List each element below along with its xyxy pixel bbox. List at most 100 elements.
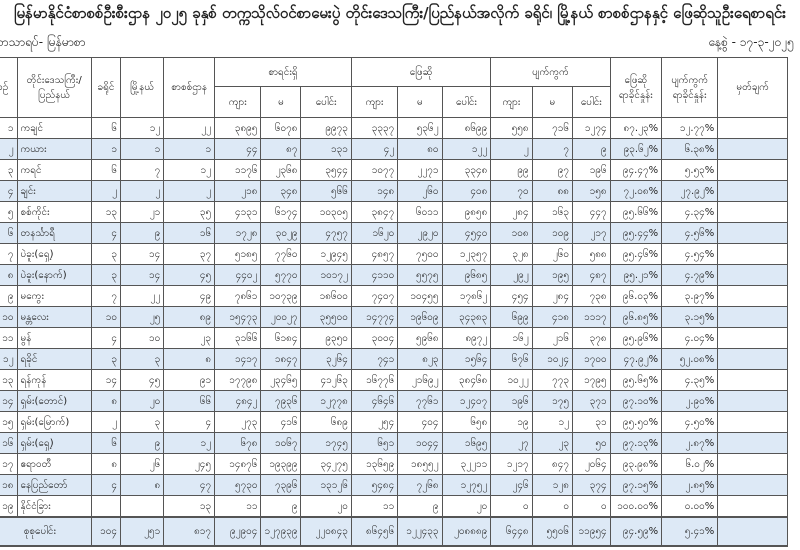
absent-female: ၁၂ [531, 411, 574, 433]
remarks [717, 369, 788, 391]
row-number: ၁၆ [0, 432, 18, 454]
sat-percent: ၉၅.၆၅% [609, 369, 663, 391]
township-count: ၁၄ [120, 264, 165, 286]
table-row: ၁၀ မန္တလေး ၁၀ ၂၅ ၈၉ ၁၅၄၇၃ ၂၀၀၂၇ ၃၅၅၀၀ ၁၄၇၇၄ ၁၉၆၀၉… [0, 306, 788, 328]
sat-female: ၂၂၇၁ [397, 159, 443, 181]
absent-total: ၅၈၈ [572, 243, 611, 265]
sat-percent: ၉၅.၆၆% [609, 201, 663, 223]
sat-male: ၁၃၆၅၉ [350, 453, 399, 475]
remarks [717, 243, 788, 265]
absent-total: ၀ [572, 495, 611, 518]
township-count: ၇ [120, 159, 165, 181]
region-name: ရခိုင် [16, 348, 92, 370]
district-count: ၆ [90, 117, 122, 139]
header-male: ကျား [350, 86, 399, 118]
sat-female: ၇၂၆၈ [397, 474, 443, 496]
registered-total: ၉၃၅၀ [300, 327, 352, 349]
row-number: ၅ [0, 201, 18, 223]
total-absent-female: ၅၅၀၆ [531, 516, 574, 547]
registered-female: ၃၀၂၉ [260, 222, 302, 244]
registered-total: ၂၀ [300, 495, 352, 518]
registered-female: ၁၉၃၉၉ [260, 453, 302, 475]
district-count: ၄ [90, 327, 122, 349]
sat-percent: ၁၀၀.၀၀% [609, 495, 663, 518]
total-absent-percent: ၅.၄၁% [661, 516, 719, 547]
table-row: ၁၄ ရှမ်း(တောင်) ၈၂၀ ၆၆ ၄၈၄၂ ၇၉၃၆ ၁၂၇၇၈ ၄၆၄၆ ၇၇၆၁… [0, 390, 788, 412]
district-count: ၇ [90, 285, 122, 307]
sat-female: ၁၀၄၄ [397, 432, 443, 454]
district-count: ၂ [90, 180, 122, 202]
header-female: မ [531, 86, 574, 118]
sat-total: ၁၆၉၅ [441, 432, 492, 454]
absent-male: ၁၆၂ [490, 327, 533, 349]
row-number: ၁၀ [0, 306, 18, 328]
sat-total: ၈၆၉၉ [441, 117, 492, 139]
row-number: ၁၂ [0, 348, 18, 370]
absent-percent: ၀.၀၀% [661, 495, 719, 518]
township-count: ၃ [120, 348, 165, 370]
sat-male: ၃၀၀၄ [350, 327, 399, 349]
row-number: ၁၇ [0, 453, 18, 475]
table-row: ၇ပဲခူး(ရှေ့) ၃၁၄ ၃၇ ၅၁၈၅ ၇၇၆၀ ၁၂၉၄၅ ၄၈၅၇ ၇၅၀၀ ၁၂… [0, 243, 788, 265]
table-row: ၅စစ်ကိုင်း ၁၃ ၂၁ ၃၅ ၄၁၃၁ ၆၁၇၄ ၁၀၃၀၅ ၃၈၄၇ ၆၀၁၁ ၉၈၅… [0, 201, 788, 223]
table-row: ၁၅ ရှမ်း(မြောက်) ၂၃၄၂၇၃ ၄၁၆ ၆၈၉ ၂၅၄ ၄၀၄ ၆၅၈ ၁၉ ၁၂… [0, 411, 788, 433]
row-number: ၁၉ [0, 495, 18, 518]
header-township: မြို့နယ် [120, 57, 165, 118]
absent-male: ၄၅၄ [490, 285, 533, 307]
absent-male: ၆၉၉ [490, 306, 533, 328]
sat-total: ၁၅၆၄ [441, 348, 492, 370]
sat-total: ၁၇၈၆၂ [441, 285, 492, 307]
header-male: ကျား [490, 86, 533, 118]
sat-female: ၅၅၇၅ [397, 264, 443, 286]
sat-total: ၃၈၄၆၈ [441, 369, 492, 391]
region-name: ပဲခူး(ရှေ့) [16, 243, 92, 265]
absent-female: ၂၃ [531, 432, 574, 454]
sat-male: ၁၆၇၇၆ [350, 369, 399, 391]
header-remarks: မှတ်ချက် [717, 57, 788, 118]
region-name: ရှမ်း(မြောက်) [16, 411, 92, 433]
sat-percent: ၉၄.၄၇% [609, 159, 663, 181]
sat-male: ၂၅၄ [350, 411, 399, 433]
sat-male: ၅၄၈၄ [350, 474, 399, 496]
total-absent-total: ၁၁၉၅၄ [572, 516, 611, 547]
header-sat-pct: ဖြေဆို ရာခိုင်နှုန်း [609, 57, 663, 118]
table-row: ၁၂ ရခိုင်၃၃၈၁၄၁၇ ၁၈၄၇ ၃၂၆၄ ၇၄၁ ၈၂၃ ၁၅၆၄ ၆၇၆ ၁၀၂၄… [0, 348, 788, 370]
table-row: ၁၆ ရှမ်း(ရှေ့) ၆၉၁၂ ၆၇၈ ၁၀၆၇ ၁၇၄၅ ၆၅၁ ၁၀၄၄ ၁၆၉၅၂… [0, 432, 788, 454]
sat-total: ၂၀ [441, 495, 492, 518]
district-count: ၃ [90, 348, 122, 370]
sat-male: ၁၆၂၀ [350, 222, 399, 244]
district-count: ၁၃ [90, 201, 122, 223]
absent-percent: ၆.၃၈% [661, 138, 719, 160]
absent-percent: ၃.၁၅% [661, 306, 719, 328]
registered-male: ၁၇၂၈ [214, 222, 262, 244]
row-number: ၁၈ [0, 474, 18, 496]
remarks [717, 201, 788, 223]
district-count [90, 495, 122, 518]
region-name: ရှမ်း(တောင်) [16, 390, 92, 412]
region-name: မကွေး [16, 285, 92, 307]
sat-percent: ၉၅.၄၄% [609, 222, 663, 244]
sat-female: ၁၉၆၀၉ [397, 306, 443, 328]
sat-female: ၅၉၆၈ [397, 327, 443, 349]
registered-total: ၃၅၄၄ [300, 159, 352, 181]
registered-total: ၁၃၁ [300, 138, 352, 160]
registered-male: ၂၁၈ [214, 180, 262, 202]
remarks [717, 495, 788, 518]
absent-total: ၁၇၉၅ [572, 369, 611, 391]
sat-female: ၈၀ [397, 138, 443, 160]
absent-total: ၁၅၈ [572, 180, 611, 202]
district-count: ၈ [90, 390, 122, 412]
registered-total: ၅၆၆ [300, 180, 352, 202]
registered-male: ၂၇၃ [214, 411, 262, 433]
sat-total: ၁၂၇၅၂ [441, 474, 492, 496]
sat-male: ၃၃၃၇ [350, 117, 399, 139]
table-row: ၆တနင်္သာရီ၄၉၁၆ ၁၇၂၈ ၃၀၂၉ ၄၇၅၇ ၁၆၂၀ ၂၉၂၀ ၄၅၄၀ ၁၀… [0, 222, 788, 244]
region-name: ကချင် [16, 117, 92, 139]
absent-male: ၁၉ [490, 411, 533, 433]
region-name: မန္တလေး [16, 306, 92, 328]
absent-total: ၄၄၇ [572, 201, 611, 223]
table-row: ၁၃ ရန်ကုန် ၁၄ ၄၅ ၉၁ ၁၇၇၉၈ ၂၃၄၆၅ ၄၁၂၆၃ ၁၆၇၇၆ ၂၁၆၉၂… [0, 369, 788, 391]
sat-male: ၃၈၄၇ [350, 201, 399, 223]
registered-total: ၁၀၁၇၂ [300, 264, 352, 286]
registered-female: ၇၃၉၆ [260, 474, 302, 496]
